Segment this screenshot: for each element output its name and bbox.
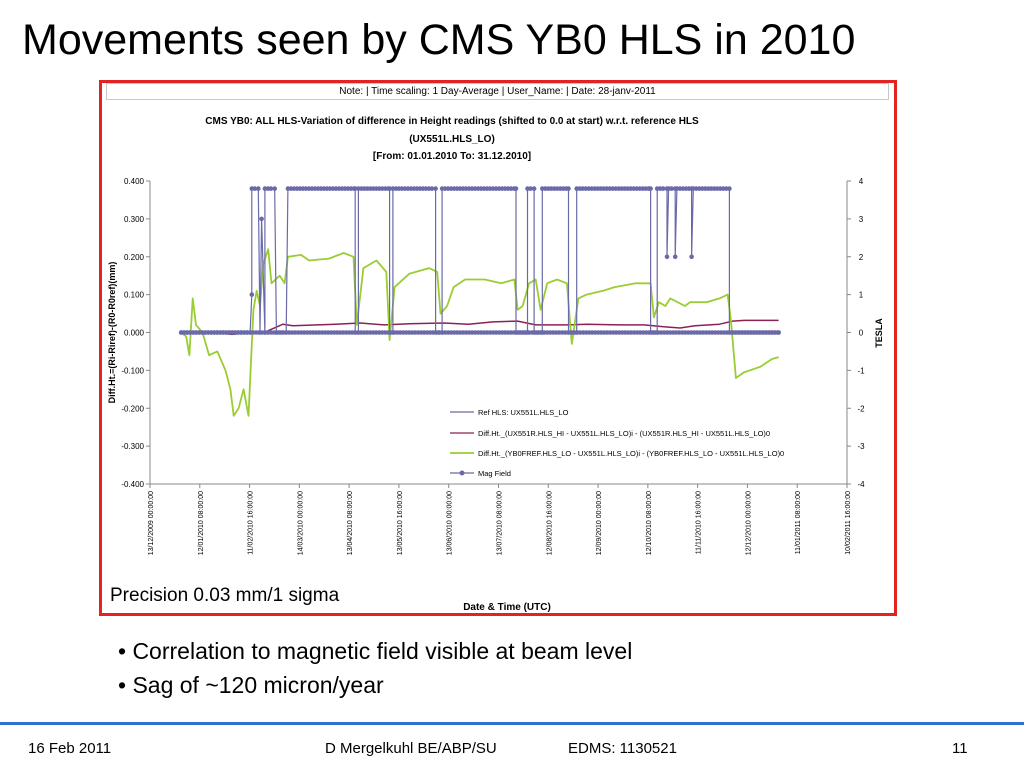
series-marker <box>672 254 678 260</box>
series-marker <box>689 254 694 260</box>
series-marker <box>390 330 396 335</box>
series-marker <box>429 186 435 191</box>
series-line <box>181 187 779 334</box>
x-tick-label: 13/04/2010 08:00:00 <box>347 491 354 555</box>
y-tick-label: -0.200 <box>121 404 144 413</box>
y-tick-label: 0.300 <box>124 215 145 224</box>
x-tick-label: 12/01/2010 08:00:00 <box>198 491 205 555</box>
chart-title-line: [From: 01.01.2010 To: 31.12.2010] <box>373 151 531 162</box>
slide-title: Movements seen by CMS YB0 HLS in 2010 <box>22 16 856 64</box>
series-marker <box>531 186 537 191</box>
series-marker <box>727 186 732 191</box>
series-marker <box>433 186 438 191</box>
x-tick-label: 13/12/2009 00:00:00 <box>148 491 155 555</box>
x-tick-label: 11/02/2010 16:00:00 <box>248 491 255 555</box>
series-marker <box>262 330 268 335</box>
series-marker <box>268 186 274 191</box>
chart-note-bar: Note: | Time scaling: 1 Day-Average | Us… <box>106 83 889 100</box>
x-tick-label: 12/09/2010 00:00:00 <box>596 491 603 555</box>
legend-label: Diff.Ht._(YB0FREF.HLS_LO - UX551L.HLS_LO… <box>478 449 784 458</box>
y2-tick-label: 4 <box>859 177 864 186</box>
series-marker <box>574 330 579 335</box>
series-marker <box>280 330 285 335</box>
bullet-item: • Sag of ~120 micron/year <box>118 672 384 698</box>
series-marker <box>660 186 666 191</box>
x-tick-label: 11/01/2011 08:00:00 <box>795 491 802 554</box>
y-tick-label: 0.200 <box>124 253 145 262</box>
series-marker <box>272 186 277 191</box>
series-marker <box>654 330 660 335</box>
series-marker <box>352 186 358 191</box>
y2-tick-label: -3 <box>857 442 865 451</box>
series-marker <box>528 186 533 191</box>
footer-page-number: 11 <box>952 740 968 757</box>
y2-tick-label: -1 <box>857 366 865 375</box>
legend-label: Diff.Ht._(UX551R.HLS_HI - UX551L.HLS_LO)… <box>478 429 770 438</box>
series-marker <box>356 330 361 335</box>
footer-edms: EDMS: 1130521 <box>568 740 677 757</box>
series-marker <box>664 254 670 260</box>
x-tick-label: 13/05/2010 16:00:00 <box>397 491 404 555</box>
series-marker <box>439 330 445 335</box>
legend-label: Ref HLS: UX551L.HLS_LO <box>478 408 569 417</box>
series-marker <box>387 186 392 191</box>
y2-axis-label: TESLA <box>874 318 884 348</box>
y-tick-label: 0.400 <box>124 177 145 186</box>
x-tick-label: 13/06/2010 00:00:00 <box>447 491 454 555</box>
y2-tick-label: 3 <box>859 215 864 224</box>
y2-tick-label: 1 <box>859 291 864 300</box>
series-marker <box>259 216 264 222</box>
hls-chart: CMS YB0: ALL HLS-Variation of difference… <box>107 116 884 613</box>
x-axis-label: Date & Time (UTC) <box>463 602 551 613</box>
bullet-item: • Correlation to magnetic field visible … <box>118 638 633 664</box>
series-marker <box>387 330 392 335</box>
y2-tick-label: 0 <box>859 329 864 338</box>
x-tick-label: 14/03/2010 00:00:00 <box>297 491 304 555</box>
x-tick-label: 10/02/2011 16:00:00 <box>845 491 852 555</box>
precision-label: Precision 0.03 mm/1 sigma <box>110 585 340 606</box>
series-marker <box>252 186 258 191</box>
series-marker <box>283 330 289 335</box>
y2-tick-label: -4 <box>857 480 865 489</box>
series-marker <box>540 330 545 335</box>
footer-date: 16 Feb 2011 <box>28 740 112 757</box>
y-tick-label: -0.300 <box>121 442 144 451</box>
series-marker <box>247 330 253 335</box>
chart-frame: Note: | Time scaling: 1 Day-Average | Us… <box>99 80 897 616</box>
footer-divider <box>0 722 1024 725</box>
x-tick-label: 12/08/2010 16:00:00 <box>546 491 553 555</box>
series-marker <box>776 330 781 335</box>
y-tick-label: 0.100 <box>124 291 145 300</box>
series-marker <box>651 330 656 335</box>
y-tick-label: -0.100 <box>121 366 144 375</box>
series-marker <box>436 330 441 335</box>
chart-title-line: (UX551L.HLS_LO) <box>409 134 495 145</box>
series-marker <box>249 292 255 297</box>
series-marker <box>669 186 674 191</box>
series-marker <box>256 186 261 191</box>
x-tick-label: 12/12/2010 00:00:00 <box>745 491 752 555</box>
series-marker <box>566 186 571 191</box>
series-marker <box>257 330 263 335</box>
y2-tick-label: -2 <box>857 404 865 413</box>
x-tick-label: 12/10/2010 08:00:00 <box>646 491 653 555</box>
series-marker <box>513 186 519 191</box>
y2-tick-label: 2 <box>859 253 864 262</box>
series-line <box>180 248 779 417</box>
x-tick-label: 13/07/2010 08:00:00 <box>497 491 504 555</box>
y-tick-label: 0.000 <box>124 329 145 338</box>
legend-marker <box>459 470 465 476</box>
footer-author: D Mergelkuhl BE/ABP/SU <box>325 740 497 757</box>
series-marker <box>648 186 653 191</box>
x-tick-label: 11/11/2010 16:00:00 <box>696 491 703 554</box>
y-tick-label: -0.400 <box>121 480 144 489</box>
legend-label: Mag Field <box>478 469 511 478</box>
bullet-list: • Correlation to magnetic field visible … <box>118 634 632 702</box>
series-marker <box>352 330 358 335</box>
series-marker <box>525 330 530 335</box>
y-axis-label: Diff.Ht.=(Ri-Riref)-(R0-R0ref)(mm) <box>107 262 117 404</box>
series-line <box>181 319 779 336</box>
chart-title-line: CMS YB0: ALL HLS-Variation of difference… <box>205 116 699 127</box>
